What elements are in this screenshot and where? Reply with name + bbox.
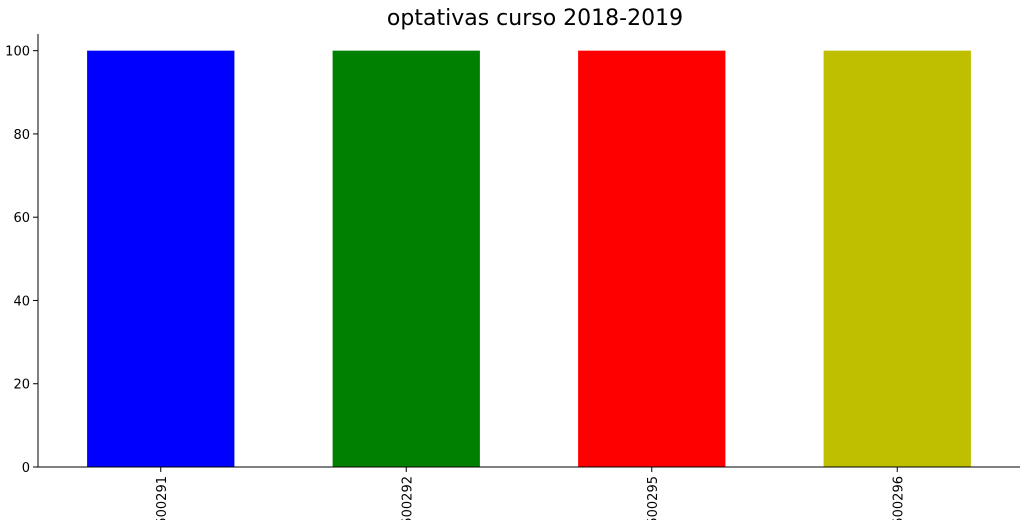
y-tick-label: 80 <box>13 128 30 143</box>
y-tick-label: 0 <box>22 461 30 476</box>
x-tick-label: 500291 <box>155 476 170 520</box>
axes-group <box>37 34 1020 468</box>
x-tick-label: 500292 <box>400 476 415 520</box>
chart-title: optativas curso 2018-2019 <box>386 6 684 31</box>
bar-500296 <box>823 50 971 468</box>
y-tick-label: 60 <box>13 211 30 226</box>
y-tick-label: 100 <box>5 45 30 60</box>
x-tick-label: 500295 <box>646 476 661 520</box>
bar-500295 <box>578 50 726 468</box>
x-axis-ticks: 500291 500292 500295 500296 <box>155 467 906 520</box>
bars-group <box>87 50 971 468</box>
bar-500292 <box>332 50 480 468</box>
y-tick-label: 40 <box>13 294 30 309</box>
y-axis-ticks: 0 20 40 60 80 100 <box>5 45 38 476</box>
x-tick-label: 500296 <box>891 476 906 520</box>
y-tick-label: 20 <box>13 378 30 393</box>
bar-500291 <box>87 50 235 468</box>
